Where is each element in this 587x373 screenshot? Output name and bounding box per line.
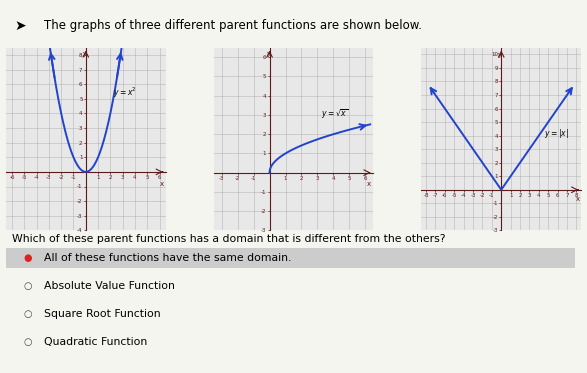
Text: ●: ● xyxy=(23,253,32,263)
Text: Which of these parent functions has a domain that is different from the others?: Which of these parent functions has a do… xyxy=(12,234,446,244)
Text: ○: ○ xyxy=(23,281,32,291)
Text: Quadratic Function: Quadratic Function xyxy=(44,337,147,347)
Text: x: x xyxy=(160,181,164,186)
Text: y: y xyxy=(498,52,502,58)
Text: x: x xyxy=(367,181,372,187)
Text: Absolute Value Function: Absolute Value Function xyxy=(44,281,175,291)
Text: ○: ○ xyxy=(23,337,32,347)
Text: The graphs of three different parent functions are shown below.: The graphs of three different parent fun… xyxy=(44,19,422,32)
Text: $y=\sqrt{x}$: $y=\sqrt{x}$ xyxy=(321,107,348,121)
Text: y: y xyxy=(267,51,271,57)
Text: ○: ○ xyxy=(23,309,32,319)
Text: $y=|x|$: $y=|x|$ xyxy=(544,126,568,140)
Text: ➤: ➤ xyxy=(15,19,26,33)
Text: All of these functions have the same domain.: All of these functions have the same dom… xyxy=(44,253,291,263)
Text: x: x xyxy=(575,196,579,202)
Text: $y=x^2$: $y=x^2$ xyxy=(113,85,137,100)
Text: y: y xyxy=(83,51,87,57)
Text: Square Root Function: Square Root Function xyxy=(44,309,161,319)
